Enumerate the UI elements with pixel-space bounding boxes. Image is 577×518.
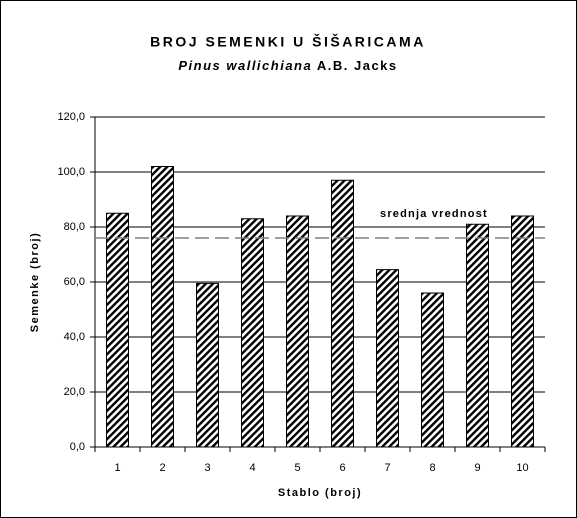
chart-subtitle: Pinus wallichiana A.B. Jacks [178, 58, 397, 73]
x-tick-label: 7 [384, 462, 390, 474]
x-tick-label: 8 [429, 462, 435, 474]
y-tick-label: 100,0 [57, 166, 85, 178]
chart-title: BROJ SEMENKI U ŠIŠARICAMA [150, 33, 426, 50]
bar [511, 215, 534, 448]
subtitle-species: Pinus wallichiana [178, 58, 312, 73]
bar [241, 218, 264, 448]
y-tick-label: 120,0 [57, 111, 85, 123]
y-tick-label: 0,0 [70, 441, 85, 453]
bar [331, 179, 354, 448]
y-axis-title: Semenke (broj) [29, 232, 41, 332]
bar [196, 282, 219, 448]
x-tick-label: 9 [474, 462, 480, 474]
x-tick-label: 10 [516, 462, 528, 474]
bar [421, 292, 444, 448]
x-tick-label: 2 [159, 462, 165, 474]
bar [286, 215, 309, 448]
y-tick-label: 20,0 [64, 386, 85, 398]
bar [376, 269, 399, 448]
subtitle-author: A.B. Jacks [317, 58, 398, 73]
bar [466, 223, 489, 448]
bar [106, 212, 129, 448]
bar [151, 166, 174, 448]
x-tick-label: 4 [249, 462, 255, 474]
y-tick-label: 40,0 [64, 331, 85, 343]
x-tick-label: 3 [204, 462, 210, 474]
x-axis-title: Stablo (broj) [278, 487, 362, 499]
x-tick-label: 5 [294, 462, 300, 474]
mean-label: srednja vrednost [380, 208, 488, 220]
x-tick-label: 6 [339, 462, 345, 474]
y-tick-label: 60,0 [64, 276, 85, 288]
y-tick-label: 80,0 [64, 221, 85, 233]
x-tick-label: 1 [114, 462, 120, 474]
